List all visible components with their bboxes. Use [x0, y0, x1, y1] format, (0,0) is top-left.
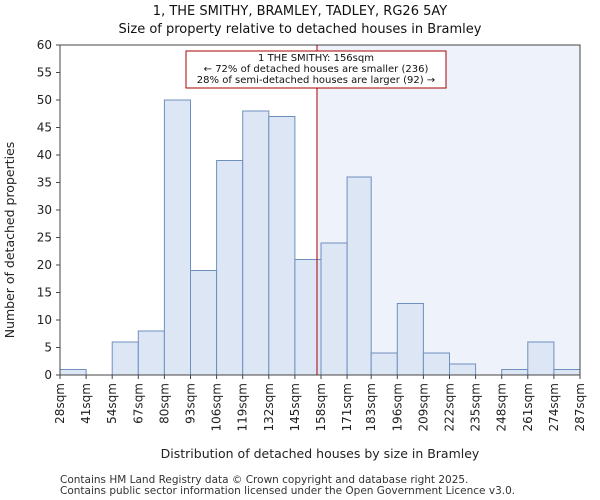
- annotation-box: [185, 50, 447, 89]
- y-tick-label: 45: [37, 121, 52, 135]
- y-tick-label: 55: [37, 66, 52, 80]
- x-tick-label: 80sqm: [157, 383, 171, 424]
- x-axis-label: Distribution of detached houses by size …: [161, 446, 480, 461]
- y-axis-label: Number of detached properties: [2, 142, 17, 339]
- histogram-bar: [422, 352, 450, 376]
- histogram-bar: [501, 369, 529, 376]
- histogram-bar: [216, 160, 244, 376]
- y-tick-label: 30: [37, 203, 52, 217]
- histogram-bar: [396, 303, 424, 376]
- y-tick-label: 40: [37, 148, 52, 162]
- footer-licence: Contains public sector information licen…: [60, 485, 516, 497]
- histogram-bar: [370, 352, 398, 376]
- y-tick-label: 20: [37, 258, 52, 272]
- x-tick-label: 54sqm: [105, 383, 119, 424]
- histogram-bar: [527, 341, 555, 376]
- histogram-bar: [59, 369, 87, 376]
- x-tick-label: 41sqm: [79, 383, 93, 424]
- histogram-bar: [553, 369, 581, 376]
- y-tick-label: 35: [37, 176, 52, 190]
- histogram-bar: [268, 116, 296, 376]
- x-tick-label: 248sqm: [495, 383, 509, 431]
- x-tick-label: 183sqm: [364, 383, 378, 431]
- chart-title: Size of property relative to detached ho…: [118, 22, 482, 37]
- histogram-bar: [137, 330, 165, 376]
- x-tick-label: 67sqm: [131, 383, 145, 424]
- histogram-bar: [111, 341, 139, 376]
- y-tick-label: 60: [37, 38, 52, 52]
- histogram-bar: [190, 270, 218, 376]
- y-tick-label: 50: [37, 93, 52, 107]
- histogram-bar: [163, 99, 192, 376]
- annotation-line-1: 1 THE SMITHY: 156sqm: [258, 53, 374, 64]
- y-tick-label: 10: [37, 313, 52, 327]
- x-tick-label: 171sqm: [340, 383, 354, 431]
- y-tick-label: 0: [44, 368, 52, 382]
- x-tick-label: 145sqm: [288, 383, 302, 431]
- x-tick-label: 158sqm: [314, 383, 328, 431]
- x-tick-label: 106sqm: [210, 383, 224, 431]
- annotation-line-2: ← 72% of detached houses are smaller (23…: [204, 64, 429, 75]
- x-tick-label: 261sqm: [521, 383, 535, 431]
- histogram-bar: [320, 242, 348, 376]
- histogram-bar: [448, 363, 477, 376]
- x-tick-label: 93sqm: [184, 383, 198, 424]
- x-tick-label: 28sqm: [53, 383, 67, 424]
- x-tick-label: 196sqm: [390, 383, 404, 431]
- x-tick-label: 235sqm: [469, 383, 483, 431]
- x-tick-label: 119sqm: [236, 383, 250, 431]
- x-tick-label: 132sqm: [262, 383, 276, 431]
- x-tick-label: 222sqm: [442, 383, 456, 431]
- y-tick-label: 25: [37, 231, 52, 245]
- x-tick-label: 209sqm: [416, 383, 430, 431]
- y-tick-label: 15: [37, 286, 52, 300]
- y-tick-label: 5: [44, 341, 52, 355]
- footer-copyright: Contains HM Land Registry data © Crown c…: [60, 474, 469, 486]
- annotation-line-3: 28% of semi-detached houses are larger (…: [197, 75, 435, 86]
- x-tick-label: 274sqm: [547, 383, 561, 431]
- histogram-bar: [242, 110, 270, 376]
- chart-title-address: 1, THE SMITHY, BRAMLEY, TADLEY, RG26 5AY: [152, 4, 448, 19]
- x-tick-label: 287sqm: [573, 383, 587, 431]
- histogram-bar: [346, 176, 372, 376]
